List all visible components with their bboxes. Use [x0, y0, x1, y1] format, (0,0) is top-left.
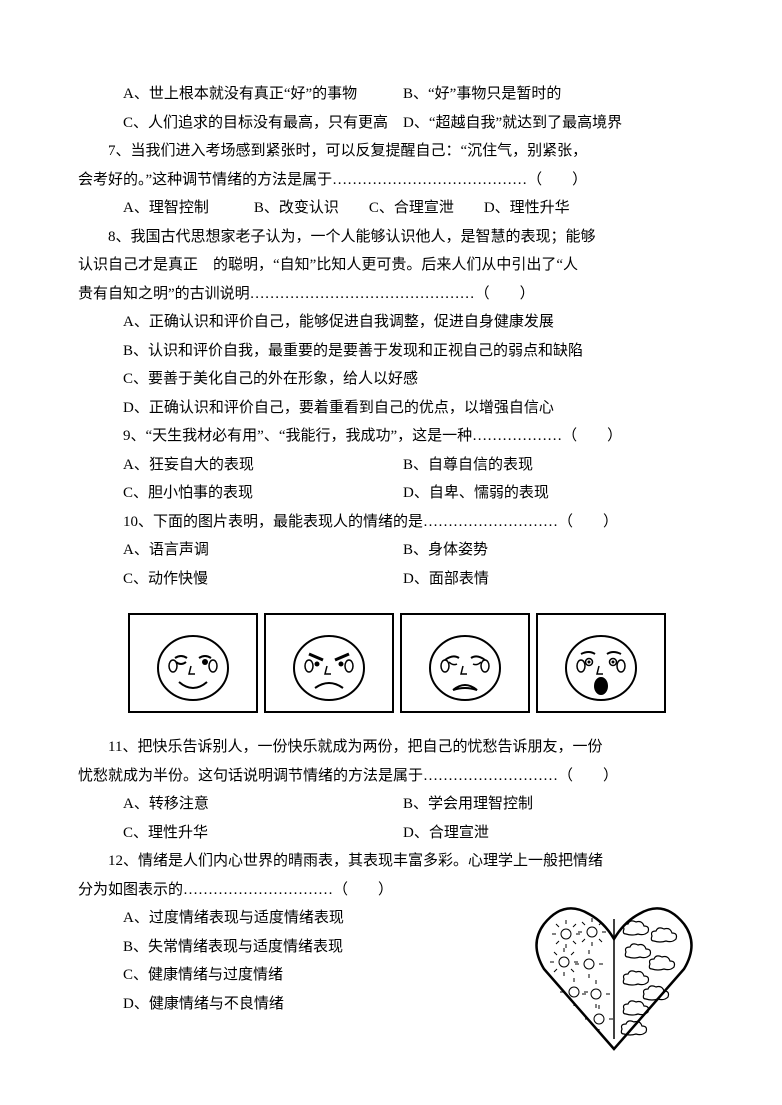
- q8-stem-3: 贵有自知之明”的古训说明………………………………………（ ）: [78, 280, 704, 309]
- q8-opt-c: C、要善于美化自己的外在形象，给人以好感: [78, 365, 704, 394]
- q11-stem-2: 忧愁就成为半份。这句话说明调节情绪的方法是属于………………………（ ）: [78, 762, 704, 791]
- q11-stem-1: 11、把快乐告诉别人，一份快乐就成为两份，把自己的忧愁告诉朋友，一份: [78, 733, 704, 762]
- q7-options: A、理智控制 B、改变认识 C、合理宣泄 D、理性升华: [78, 194, 704, 223]
- q10-stem: 10、下面的图片表明，最能表现人的情绪的是………………………（ ）: [78, 508, 704, 537]
- q9-row2: C、胆小怕事的表现 D、自卑、懦弱的表现: [78, 479, 704, 508]
- q7-stem-2-text: 会考好的。”这种调节情绪的方法是属于: [78, 172, 332, 188]
- q10-row2: C、动作快慢 D、面部表情: [78, 565, 704, 594]
- face-angry: [264, 613, 394, 713]
- q12-opt-c: C、健康情绪与过度情绪: [78, 961, 504, 990]
- q8-opt-b: B、认识和评价自我，最重要的是要善于发现和正视自己的弱点和缺陷: [78, 337, 704, 366]
- q6-options-row1: A、世上根本就没有真正“好”的事物 B、“好”事物只是暂时的: [78, 80, 704, 109]
- q8-paren: （ ）: [475, 286, 535, 302]
- q11-row2: C、理性升华 D、合理宣泄: [78, 819, 704, 848]
- q12-stem-2-text: 分为如图表示的: [78, 882, 183, 898]
- q6-opt-c: C、人们追求的目标没有最高，只有更高: [123, 109, 403, 138]
- q12-dots: …………………………: [183, 882, 333, 898]
- q12-paren: （ ）: [333, 882, 393, 898]
- face-sad: [400, 613, 530, 713]
- q10-opt-c: C、动作快慢: [123, 565, 403, 594]
- q7-stem-1: 7、当我们进入考场感到紧张时，可以反复提醒自己：“沉住气，别紧张，: [78, 137, 704, 166]
- q7-stem-2: 会考好的。”这种调节情绪的方法是属于…………………………………（ ）: [78, 166, 704, 195]
- q11-row1: A、转移注意 B、学会用理智控制: [78, 790, 704, 819]
- q11-dots: ………………………: [423, 768, 558, 784]
- q11-stem-2-text: 忧愁就成为半份。这句话说明调节情绪的方法是属于: [78, 768, 423, 784]
- q10-opt-d: D、面部表情: [403, 565, 704, 594]
- face-surprised: [536, 613, 666, 713]
- q6-opt-a: A、世上根本就没有真正“好”的事物: [123, 80, 403, 109]
- face-happy: [128, 613, 258, 713]
- q12-opt-d: D、健康情绪与不良情绪: [78, 990, 504, 1019]
- heart-icon: [524, 884, 704, 1064]
- q7-paren: （ ）: [527, 172, 587, 188]
- face-icon-angry: [279, 618, 379, 708]
- q12-stem-1: 12、情绪是人们内心世界的晴雨表，其表现丰富多彩。心理学上一般把情绪: [78, 847, 704, 876]
- face-icon-happy: [143, 618, 243, 708]
- faces-image: [128, 613, 704, 713]
- q10-opt-b: B、身体姿势: [403, 536, 704, 565]
- q10-row1: A、语言声调 B、身体姿势: [78, 536, 704, 565]
- q6-opt-b: B、“好”事物只是暂时的: [403, 80, 704, 109]
- q9-opt-b: B、自尊自信的表现: [403, 451, 704, 480]
- q11-opt-b: B、学会用理智控制: [403, 790, 704, 819]
- q9-paren: （ ）: [562, 428, 622, 444]
- q8-opt-d: D、正确认识和评价自己，要着重看到自己的优点，以增强自信心: [78, 394, 704, 423]
- q11-opt-c: C、理性升华: [123, 819, 403, 848]
- q11-opt-d: D、合理宣泄: [403, 819, 704, 848]
- q10-stem-text: 10、下面的图片表明，最能表现人的情绪的是: [123, 514, 423, 530]
- heart-image: [524, 884, 704, 1064]
- q6-opt-d: D、“超越自我”就达到了最高境界: [403, 109, 704, 138]
- q12-bottom: A、过度情绪表现与适度情绪表现 B、失常情绪表现与适度情绪表现 C、健康情绪与过…: [78, 904, 704, 1064]
- q9-row1: A、狂妄自大的表现 B、自尊自信的表现: [78, 451, 704, 480]
- q9-opt-a: A、狂妄自大的表现: [123, 451, 403, 480]
- q8-opt-a: A、正确认识和评价自己，能够促进自我调整，促进自身健康发展: [78, 308, 704, 337]
- face-icon-surprised: [551, 618, 651, 708]
- q10-opt-a: A、语言声调: [123, 536, 403, 565]
- q7-dots: …………………………………: [332, 172, 527, 188]
- q11-paren: （ ）: [558, 768, 618, 784]
- q8-stem-2: 认识自己才是真正 的聪明，“自知”比知人更可贵。后来人们从中引出了“人: [78, 251, 704, 280]
- q10-dots: ………………………: [423, 514, 558, 530]
- q8-stem-3-text: 贵有自知之明”的古训说明: [78, 286, 250, 302]
- q9-opt-d: D、自卑、懦弱的表现: [403, 479, 704, 508]
- face-icon-sad: [415, 618, 515, 708]
- q8-stem-1: 8、我国古代思想家老子认为，一个人能够认识他人，是智慧的表现；能够: [78, 223, 704, 252]
- q9-dots: ………………: [472, 428, 562, 444]
- q12-opt-b: B、失常情绪表现与适度情绪表现: [78, 933, 504, 962]
- q8-dots: ………………………………………: [250, 286, 475, 302]
- q10-paren: （ ）: [558, 514, 618, 530]
- q9-opt-c: C、胆小怕事的表现: [123, 479, 403, 508]
- q9-stem-text: 9、“天生我材必有用”、“我能行，我成功”，这是一种: [123, 428, 472, 444]
- q12-opt-a: A、过度情绪表现与适度情绪表现: [78, 904, 504, 933]
- q12-options: A、过度情绪表现与适度情绪表现 B、失常情绪表现与适度情绪表现 C、健康情绪与过…: [78, 904, 504, 1018]
- q9-stem: 9、“天生我材必有用”、“我能行，我成功”，这是一种………………（ ）: [78, 422, 704, 451]
- q6-options-row2: C、人们追求的目标没有最高，只有更高 D、“超越自我”就达到了最高境界: [78, 109, 704, 138]
- q11-opt-a: A、转移注意: [123, 790, 403, 819]
